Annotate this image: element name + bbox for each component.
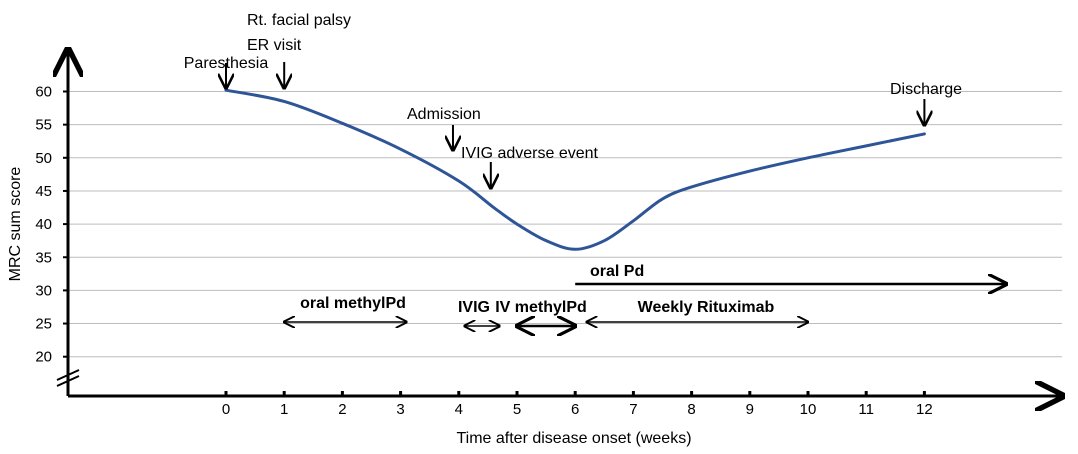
x-tick-label-3: 3 <box>396 401 404 418</box>
x-tick-label-11: 11 <box>858 401 874 418</box>
y-tick-label-55: 55 <box>35 117 52 134</box>
event-label-5: Discharge <box>890 81 962 98</box>
x-tick-label-2: 2 <box>338 401 346 418</box>
event-label-0: Paresthesia <box>184 55 269 72</box>
treatment-label-0: oral Pd <box>590 263 644 280</box>
y-tick-label-50: 50 <box>35 150 52 167</box>
event-label-1: Rt. facial palsy <box>247 12 351 29</box>
y-tick-label-25: 25 <box>35 316 52 333</box>
y-tick-label-35: 35 <box>35 249 52 266</box>
event-label-4: IVIG adverse event <box>461 145 599 162</box>
x-tick-label-0: 0 <box>222 401 230 418</box>
x-tick-label-5: 5 <box>513 401 521 418</box>
axis-break-mark <box>56 369 80 387</box>
event-markers: Paresthesia Rt. facial palsy ER visit Admis… <box>184 12 962 188</box>
x-axis-title: Time after disease onset (weeks) <box>456 430 691 447</box>
y-axis-title: MRC sum score <box>7 167 24 282</box>
treatment-label-1: oral methylPd <box>300 295 406 312</box>
gridlines <box>68 91 1062 358</box>
mrc-score-line <box>224 88 926 251</box>
x-tick-label-6: 6 <box>571 401 579 418</box>
x-tick-label-10: 10 <box>800 401 817 418</box>
x-tick-label-1: 1 <box>280 401 288 418</box>
y-tick-label-20: 20 <box>35 349 52 366</box>
y-tick-label-45: 45 <box>35 183 52 200</box>
x-tick-label-9: 9 <box>746 401 754 418</box>
y-tick-label-30: 30 <box>35 282 52 299</box>
y-tick-label-40: 40 <box>35 216 52 233</box>
treatment-label-2: IVIG <box>458 299 490 316</box>
x-tick-label-12: 12 <box>916 401 933 418</box>
treatment-label-3: IV methylPd <box>495 299 587 316</box>
treatment-label-4: Weekly Rituximab <box>638 299 775 316</box>
x-tick-label-8: 8 <box>687 401 695 418</box>
event-label-2: ER visit <box>247 37 302 54</box>
x-axis-ticks: 0 1 2 3 4 5 6 7 8 9 10 11 12 <box>222 391 933 418</box>
x-tick-label-4: 4 <box>455 401 463 418</box>
event-label-3: Admission <box>407 106 481 123</box>
y-tick-label-60: 60 <box>35 84 52 101</box>
treatment-bars: oral Pd oral methylPd IVIG IV methylPd Weekl… <box>284 263 1006 326</box>
y-axis-ticks: 20 25 30 35 40 45 50 55 60 <box>35 84 68 366</box>
x-tick-label-7: 7 <box>629 401 637 418</box>
